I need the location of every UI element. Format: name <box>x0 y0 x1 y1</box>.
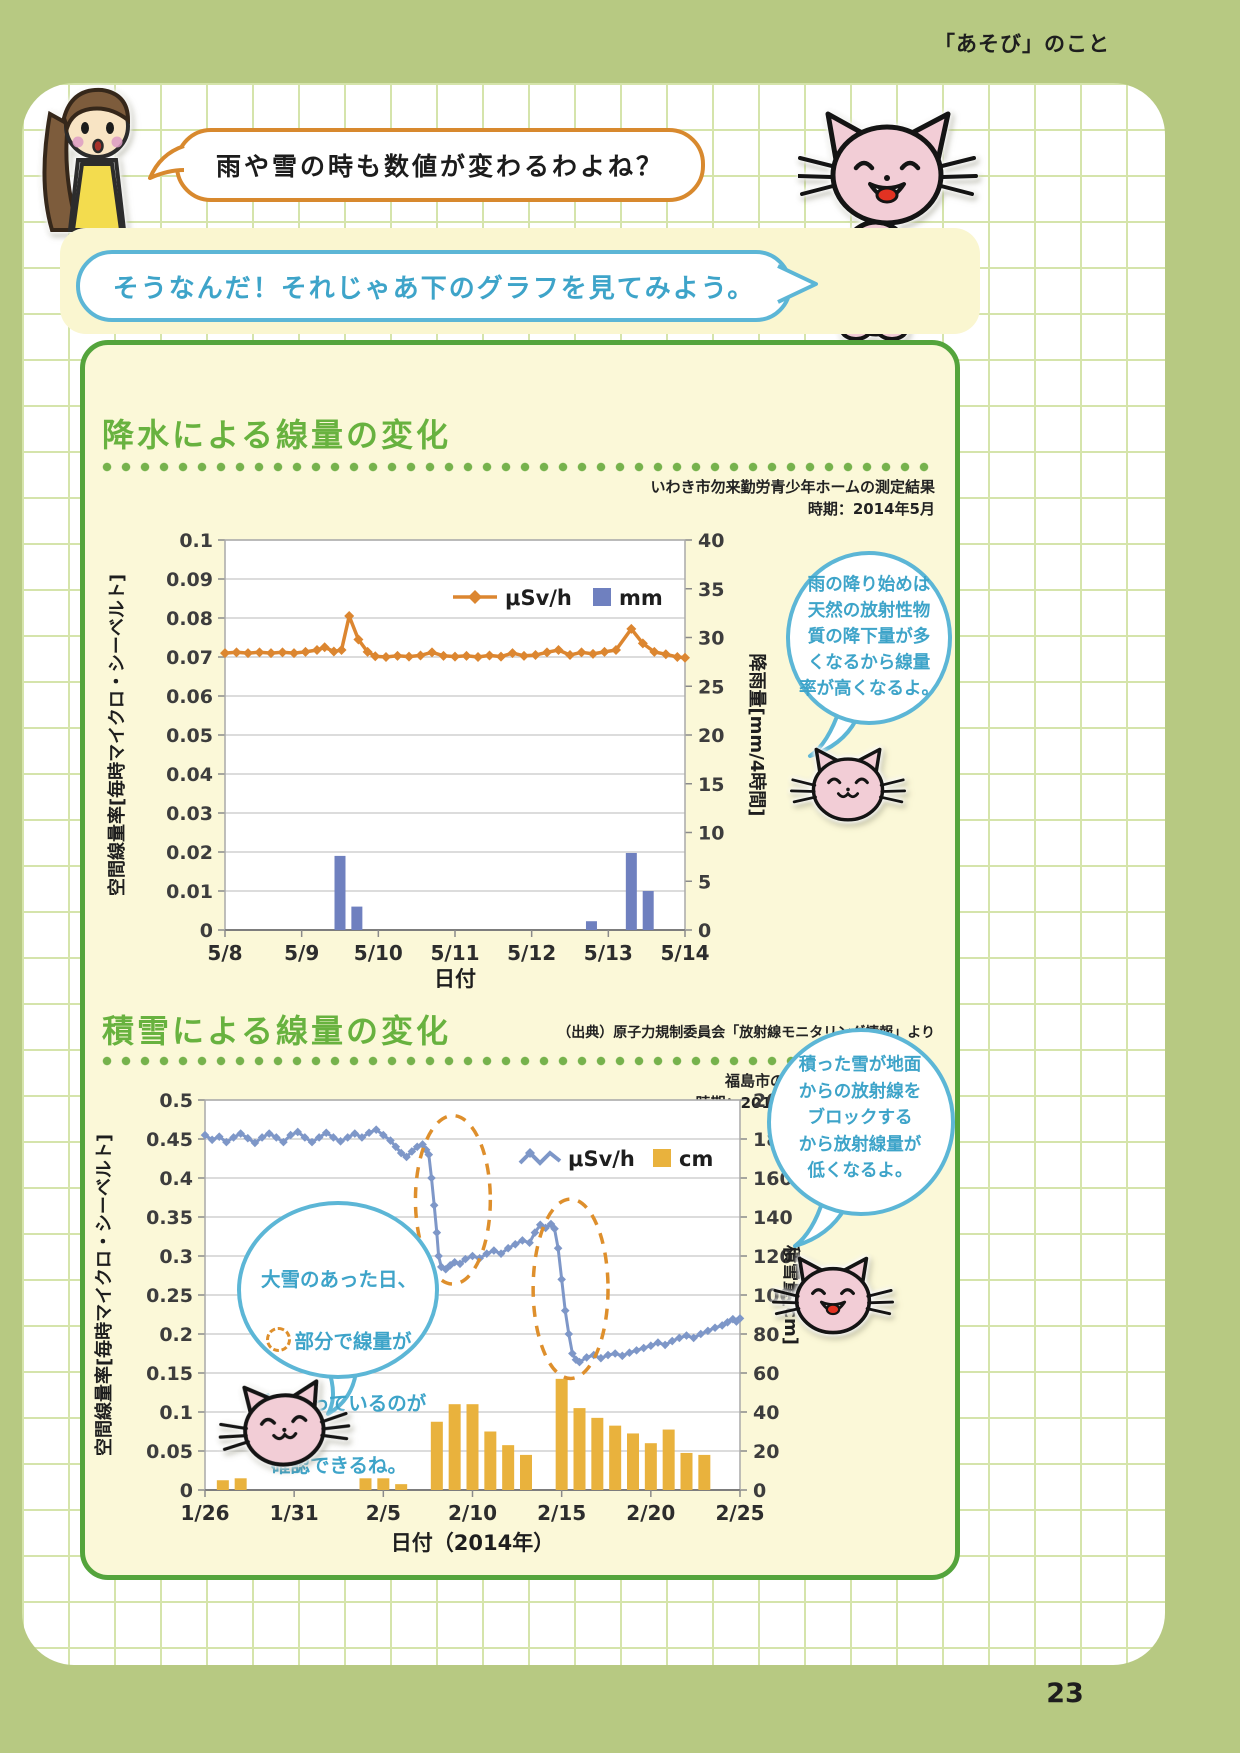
svg-text:5/10: 5/10 <box>354 941 403 965</box>
svg-text:0.3: 0.3 <box>159 1246 193 1268</box>
svg-text:0: 0 <box>200 920 213 942</box>
svg-text:80: 80 <box>753 1324 779 1346</box>
svg-text:5/14: 5/14 <box>660 941 709 965</box>
dotted-divider <box>102 1056 938 1067</box>
rain-explain-text: 雨の降り始めは 天然の放射性物 質の降下量が多 くなるから線量 率が高くなるよ。 <box>799 575 939 699</box>
girl-character-icon <box>42 87 131 232</box>
snow-explain-text: 積った雪が地面 からの放射線を ブロックする から放射線量が 低くなるよ。 <box>798 1055 922 1181</box>
svg-text:0: 0 <box>180 1480 193 1502</box>
cat-face-icon <box>790 732 906 840</box>
cat-reply-text: そうなんだ！それじゃあ下のグラフを見てみよう。 <box>112 273 756 304</box>
svg-text:30: 30 <box>698 628 724 650</box>
snow-dose-chart: 0 0.05 0.1 0.15 0.2 0.25 0.3 0.35 0.4 0.45 0.5 0 20 4… <box>93 1090 802 1555</box>
cat-face-icon <box>772 1240 894 1354</box>
svg-text:2/25: 2/25 <box>715 1501 764 1525</box>
svg-text:5/8: 5/8 <box>207 941 242 965</box>
girl-bubble-tail <box>148 144 185 180</box>
svg-text:2/20: 2/20 <box>626 1501 675 1525</box>
svg-text:5/13: 5/13 <box>584 941 633 965</box>
svg-text:0.15: 0.15 <box>146 1363 193 1385</box>
svg-text:mm: mm <box>619 586 663 610</box>
svg-text:60: 60 <box>753 1363 779 1385</box>
svg-text:0: 0 <box>753 1480 766 1502</box>
dashed-circle-icon <box>266 1327 292 1352</box>
section-snow-title: 積雪による線量の変化 <box>102 1012 452 1050</box>
svg-text:0: 0 <box>698 920 711 942</box>
svg-text:0.4: 0.4 <box>159 1168 193 1190</box>
svg-text:0.5: 0.5 <box>159 1090 193 1112</box>
svg-text:1/26: 1/26 <box>180 1501 229 1525</box>
reply-bubble-tail <box>777 264 818 304</box>
svg-text:40: 40 <box>698 530 724 552</box>
svg-text:0.02: 0.02 <box>166 842 213 864</box>
svg-text:2/15: 2/15 <box>537 1501 586 1525</box>
svg-text:35: 35 <box>698 579 724 601</box>
svg-text:0.35: 0.35 <box>146 1207 193 1229</box>
rain-explain-bubble <box>786 551 952 758</box>
svg-text:5/12: 5/12 <box>507 941 556 965</box>
svg-text:降雨量[mm/4時間]: 降雨量[mm/4時間] <box>746 653 768 816</box>
svg-text:20: 20 <box>698 725 724 747</box>
svg-text:0.25: 0.25 <box>146 1285 193 1307</box>
svg-text:20: 20 <box>753 1441 779 1463</box>
svg-text:0.1: 0.1 <box>159 1402 193 1424</box>
svg-text:0.1: 0.1 <box>179 530 213 552</box>
svg-text:10: 10 <box>698 823 724 845</box>
snow-explain-bubble <box>767 1028 955 1248</box>
girl-speech-text: 雨や雪の時も数値が変わるわよね？ <box>215 152 664 181</box>
svg-text:5: 5 <box>698 871 711 893</box>
svg-text:1/31: 1/31 <box>270 1501 319 1525</box>
svg-text:0.01: 0.01 <box>166 881 213 903</box>
svg-text:0.08: 0.08 <box>166 608 213 630</box>
svg-text:40: 40 <box>753 1402 779 1424</box>
svg-text:日付（2014年）: 日付（2014年） <box>391 1531 554 1555</box>
svg-text:0.03: 0.03 <box>166 803 213 825</box>
cat-reply-bubble: そうなんだ！それじゃあ下のグラフを見てみよう。 <box>76 250 792 322</box>
rain-chart-source: いわき市勿来勤労青少年ホームの測定結果 時期：2014年5月 <box>650 478 935 518</box>
svg-text:0.45: 0.45 <box>146 1129 193 1151</box>
svg-text:0.07: 0.07 <box>166 647 213 669</box>
svg-text:140: 140 <box>753 1207 793 1229</box>
svg-text:0.04: 0.04 <box>166 764 213 786</box>
svg-text:μSv/h: μSv/h <box>505 586 572 610</box>
page-number: 23 <box>1046 1678 1084 1709</box>
svg-text:120: 120 <box>753 1246 793 1268</box>
svg-text:5/11: 5/11 <box>430 941 479 965</box>
svg-text:5/9: 5/9 <box>284 941 319 965</box>
svg-text:0.05: 0.05 <box>146 1441 193 1463</box>
svg-text:空間線量率[毎時マイクロ・シーベルト]: 空間線量率[毎時マイクロ・シーベルト] <box>106 574 128 896</box>
rain-dose-chart: 0 0.01 0.02 0.03 0.04 0.05 0.06 0.07 0.08 0.09 0.1… <box>106 530 768 991</box>
svg-text:0.05: 0.05 <box>166 725 213 747</box>
svg-text:日付: 日付 <box>434 967 476 991</box>
svg-text:0.2: 0.2 <box>159 1324 193 1346</box>
svg-text:cm: cm <box>679 1147 713 1171</box>
dotted-divider <box>102 462 938 473</box>
svg-text:μSv/h: μSv/h <box>568 1147 635 1171</box>
svg-text:空間線量率[毎時マイクロ・シーベルト]: 空間線量率[毎時マイクロ・シーベルト] <box>93 1134 115 1456</box>
svg-text:2/5: 2/5 <box>366 1501 401 1525</box>
svg-text:15: 15 <box>698 774 724 796</box>
cat-face-icon <box>213 1358 355 1493</box>
page-header: 「あそび」のこと <box>934 32 1110 56</box>
section-rain-title: 降水による線量の変化 <box>102 416 452 454</box>
svg-text:25: 25 <box>698 676 724 698</box>
svg-text:2/10: 2/10 <box>448 1501 497 1525</box>
girl-speech-bubble: 雨や雪の時も数値が変わるわよね？ <box>175 128 705 202</box>
svg-text:0.06: 0.06 <box>166 686 213 708</box>
svg-text:0.09: 0.09 <box>166 569 213 591</box>
